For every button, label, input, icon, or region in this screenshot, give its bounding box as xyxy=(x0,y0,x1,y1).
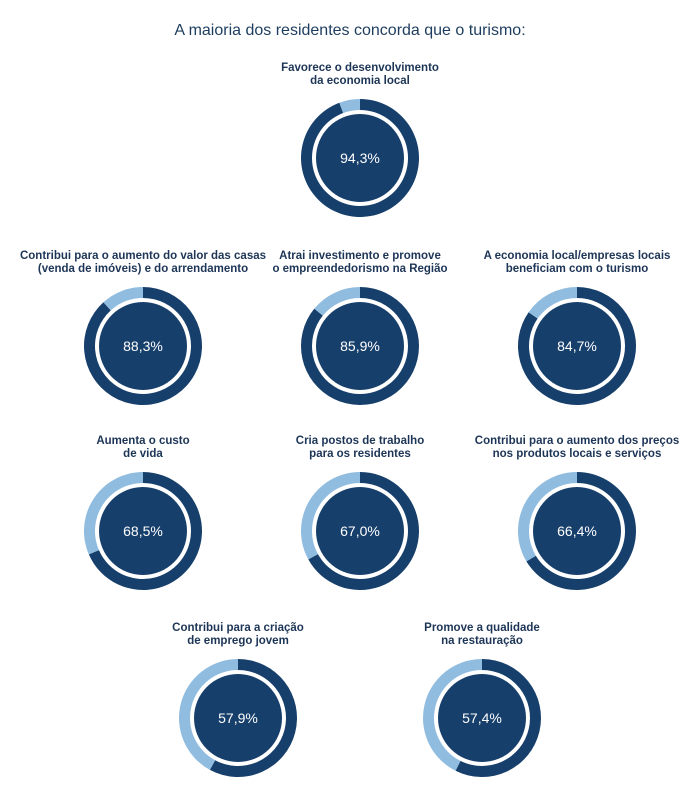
donut-center xyxy=(533,302,621,390)
chart-label: de emprego jovem xyxy=(187,635,289,647)
donut-center xyxy=(99,487,187,575)
chart-label: na restauração xyxy=(441,635,523,647)
data-label: 67,0% xyxy=(340,523,380,539)
chart-label: beneficiam com o turismo xyxy=(506,263,649,275)
chart-title: A maioria dos residentes concorda que o … xyxy=(174,22,526,39)
data-label: 88,3% xyxy=(123,338,163,354)
chart-label: Contribui para o aumento dos preços xyxy=(475,435,679,447)
data-label: 68,5% xyxy=(123,523,163,539)
chart-label: de vida xyxy=(123,448,163,460)
chart-label: Atrai investimento e promove xyxy=(279,250,441,262)
donut-center xyxy=(316,114,404,202)
chart-label: para os residentes xyxy=(309,448,411,460)
donut-remainder-segment xyxy=(423,659,482,771)
data-label: 94,3% xyxy=(340,150,380,166)
chart-label: Contribui para a criação xyxy=(172,622,304,634)
donut-center xyxy=(316,487,404,575)
data-label: 57,9% xyxy=(218,710,258,726)
donut-agree-segment xyxy=(455,659,542,778)
chart-label: Aumenta o custo xyxy=(96,435,189,447)
donut-remainder-segment xyxy=(518,471,577,562)
donut-center xyxy=(194,674,282,762)
donut-center xyxy=(316,302,404,390)
chart-label: Favorece o desenvolvimento xyxy=(281,62,439,74)
donut-center xyxy=(438,674,526,762)
chart-label: Cria postos de trabalho xyxy=(296,435,424,447)
chart-label: da economia local xyxy=(310,75,410,87)
chart-label: nos produtos locais e serviços xyxy=(493,448,662,460)
chart-label: o empreendedorismo na Região xyxy=(272,263,447,275)
donut-remainder-segment xyxy=(528,287,577,319)
data-label: 85,9% xyxy=(340,338,380,354)
donut-remainder-segment xyxy=(179,659,238,770)
data-label: 66,4% xyxy=(557,523,597,539)
donut-center xyxy=(99,302,187,390)
chart-label: Contribui para o aumento do valor das ca… xyxy=(20,250,266,262)
donut-remainder-segment xyxy=(314,287,360,316)
data-label: 57,4% xyxy=(462,710,502,726)
chart-label: Promove a qualidade xyxy=(424,622,540,634)
donut-agree-segment xyxy=(209,659,298,778)
chart-label: A economia local/empresas locais xyxy=(484,250,671,262)
chart-label: (venda de imóveis) e do arrendamento xyxy=(38,263,248,275)
data-label: 84,7% xyxy=(557,338,597,354)
donut-remainder-segment xyxy=(103,287,143,311)
donut-remainder-segment xyxy=(339,99,360,114)
donut-remainder-segment xyxy=(84,472,143,555)
donut-remainder-segment xyxy=(301,472,360,560)
donut-center xyxy=(533,487,621,575)
